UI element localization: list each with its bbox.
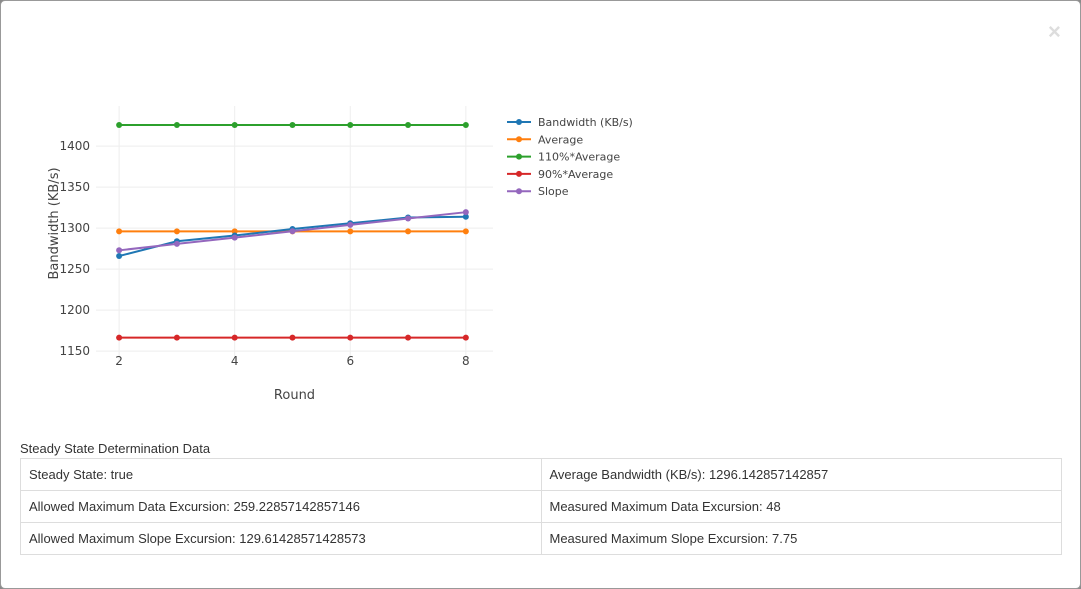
y-tick-label: 1250 xyxy=(59,262,90,276)
y-tick-label: 1350 xyxy=(59,180,90,194)
data-point xyxy=(116,228,123,235)
data-point xyxy=(116,247,123,254)
x-tick-label: 2 xyxy=(115,354,123,368)
data-point xyxy=(116,122,123,129)
legend-marker xyxy=(516,188,522,195)
data-point xyxy=(405,334,412,341)
table-cell: Average Bandwidth (KB/s): 1296.142857142… xyxy=(540,458,1062,491)
data-point xyxy=(462,334,469,341)
data-point xyxy=(462,213,469,220)
data-point xyxy=(289,122,296,129)
legend-marker xyxy=(516,119,522,125)
legend-label: 110%*Average xyxy=(538,151,620,164)
section-title: Steady State Determination Data xyxy=(20,441,211,456)
data-point xyxy=(231,228,238,235)
y-tick-label: 1200 xyxy=(59,303,90,317)
data-point xyxy=(462,122,469,129)
close-icon[interactable]: × xyxy=(1048,19,1061,44)
table-cell: Allowed Maximum Slope Excursion: 129.614… xyxy=(20,522,542,555)
data-point xyxy=(173,122,180,129)
table-cell: Steady State: true xyxy=(20,458,542,491)
table-row: Allowed Maximum Data Excursion: 259.2285… xyxy=(20,490,1062,523)
y-axis-title: Bandwidth (KB/s) xyxy=(47,167,62,279)
legend-label: Average xyxy=(538,133,583,146)
data-point xyxy=(289,228,296,235)
data-point xyxy=(173,334,180,341)
data-point xyxy=(462,209,469,216)
steady-state-table: Steady State: true Average Bandwidth (KB/… xyxy=(20,458,1062,555)
x-tick-label: 6 xyxy=(346,354,354,368)
data-point xyxy=(289,334,296,341)
y-tick-label: 1400 xyxy=(59,139,90,153)
data-point xyxy=(116,253,123,260)
table-cell: Allowed Maximum Data Excursion: 259.2285… xyxy=(20,490,542,523)
series-line xyxy=(118,215,466,258)
data-point xyxy=(173,228,180,235)
data-point xyxy=(116,334,123,341)
data-point xyxy=(347,228,354,235)
x-axis-title: Round xyxy=(274,388,315,403)
data-point xyxy=(405,215,412,222)
table-cell: Measured Maximum Slope Excursion: 7.75 xyxy=(540,522,1062,555)
table-row: Allowed Maximum Slope Excursion: 129.614… xyxy=(20,522,1062,555)
table-row: Steady State: true Average Bandwidth (KB/… xyxy=(20,458,1062,491)
data-point xyxy=(462,228,469,235)
data-point xyxy=(347,221,354,228)
data-point xyxy=(231,334,238,341)
legend-label: Slope xyxy=(538,185,569,198)
legend-marker xyxy=(516,153,522,160)
legend-label: 90%*Average xyxy=(538,168,613,181)
table-cell: Measured Maximum Data Excursion: 48 xyxy=(540,490,1062,523)
legend-marker xyxy=(516,170,522,177)
data-point xyxy=(231,234,238,241)
data-point xyxy=(231,122,238,129)
data-point xyxy=(347,122,354,129)
legend-marker xyxy=(516,136,522,143)
x-tick-label: 8 xyxy=(462,354,470,368)
data-point xyxy=(173,240,180,247)
data-point xyxy=(347,334,354,341)
x-tick-label: 4 xyxy=(231,354,239,368)
data-point xyxy=(405,122,412,129)
y-tick-label: 1150 xyxy=(59,344,90,358)
y-tick-label: 1300 xyxy=(59,221,90,235)
bandwidth-chart: 2 4 6 8 1150 1200 1250 1300 1350 1400 Round Bandwid… xyxy=(47,106,633,403)
data-point xyxy=(405,228,412,235)
legend-label: Bandwidth (KB/s) xyxy=(538,116,633,129)
